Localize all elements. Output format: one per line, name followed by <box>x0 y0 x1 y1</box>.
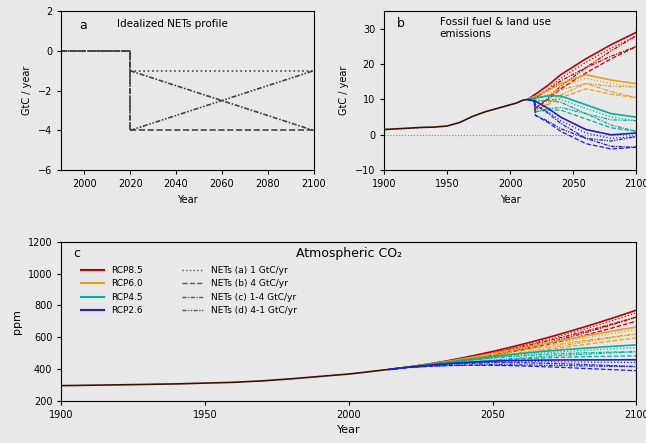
Text: a: a <box>79 19 87 32</box>
X-axis label: Year: Year <box>177 195 198 205</box>
Text: Idealized NETs profile: Idealized NETs profile <box>117 19 228 29</box>
X-axis label: Year: Year <box>500 195 521 205</box>
Text: Atmospheric CO₂: Atmospheric CO₂ <box>296 247 402 260</box>
Text: Fossil fuel & land use
emissions: Fossil fuel & land use emissions <box>440 17 550 39</box>
Y-axis label: GtC / year: GtC / year <box>23 66 32 115</box>
Y-axis label: GtC / year: GtC / year <box>339 66 349 115</box>
Text: b: b <box>397 17 404 31</box>
Y-axis label: ppm: ppm <box>12 309 22 334</box>
Text: c: c <box>73 247 80 260</box>
X-axis label: Year: Year <box>337 425 360 435</box>
Legend: NETs (a) 1 GtC/yr, NETs (b) 4 GtC/yr, NETs (c) 1-4 GtC/yr, NETs (d) 4-1 GtC/yr: NETs (a) 1 GtC/yr, NETs (b) 4 GtC/yr, NE… <box>178 262 301 319</box>
